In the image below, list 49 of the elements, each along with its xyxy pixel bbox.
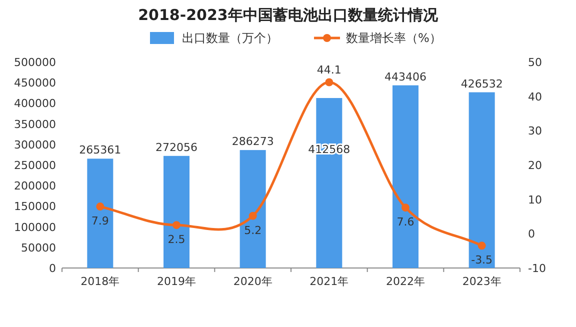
point <box>172 221 180 230</box>
y-tick-label: 250000 <box>14 159 56 172</box>
data-label: 2.5 <box>168 233 186 246</box>
y2-tick-label: 20 <box>528 159 542 172</box>
data-label: 426532 <box>460 77 503 90</box>
y-tick-label: 500000 <box>14 56 56 69</box>
bar <box>87 158 114 268</box>
bar <box>164 156 190 268</box>
x-tick-label: 2020年 <box>233 275 272 288</box>
point <box>248 212 257 220</box>
y-tick-label: 200000 <box>14 180 56 193</box>
bar <box>392 85 418 268</box>
y2-tick-label: 10 <box>528 193 542 206</box>
x-tick-label: 2018年 <box>80 275 120 288</box>
y-tick-label: 400000 <box>14 97 56 110</box>
y-tick-label: 0 <box>49 262 56 275</box>
y-tick-label: 150000 <box>14 200 56 214</box>
point <box>478 242 486 250</box>
y2-tick-label: 0 <box>528 228 535 241</box>
data-label: 44.1 <box>316 63 342 76</box>
y2-tick-label: -10 <box>528 262 546 275</box>
data-label: 272056 <box>156 140 198 154</box>
data-label: 7.9 <box>91 214 109 228</box>
bar <box>240 150 266 268</box>
data-label: 443406 <box>384 70 426 84</box>
y-tick-label: 50000 <box>21 241 56 254</box>
point <box>325 78 334 86</box>
legend-label: 数量增长率（%） <box>346 31 442 45</box>
point <box>402 204 410 212</box>
data-label: -3.5 <box>471 254 493 267</box>
y-tick-label: 300000 <box>14 138 56 152</box>
y2-tick-label: 50 <box>528 56 542 69</box>
y-tick-label: 350000 <box>14 118 56 131</box>
bar <box>468 92 495 268</box>
data-label: 5.2 <box>244 224 262 237</box>
x-tick-label: 2022年 <box>386 275 425 288</box>
data-label: 265361 <box>79 144 122 157</box>
y-tick-label: 100000 <box>14 220 56 234</box>
x-tick-label: 2021年 <box>310 275 349 288</box>
chart-title: 2018-2023年中国蓄电池出口数量统计情况 <box>138 6 439 24</box>
y-tick-label: 450000 <box>14 76 56 90</box>
x-tick-label: 2023年 <box>462 275 502 288</box>
y2-tick-label: 30 <box>528 124 542 138</box>
y2-tick-label: 40 <box>528 90 542 104</box>
x-tick-label: 2019年 <box>157 275 196 288</box>
legend-label: 出口数量（万个） <box>182 31 278 45</box>
data-label: 7.6 <box>396 216 414 229</box>
point <box>96 202 104 211</box>
data-label: 286273 <box>232 135 274 148</box>
